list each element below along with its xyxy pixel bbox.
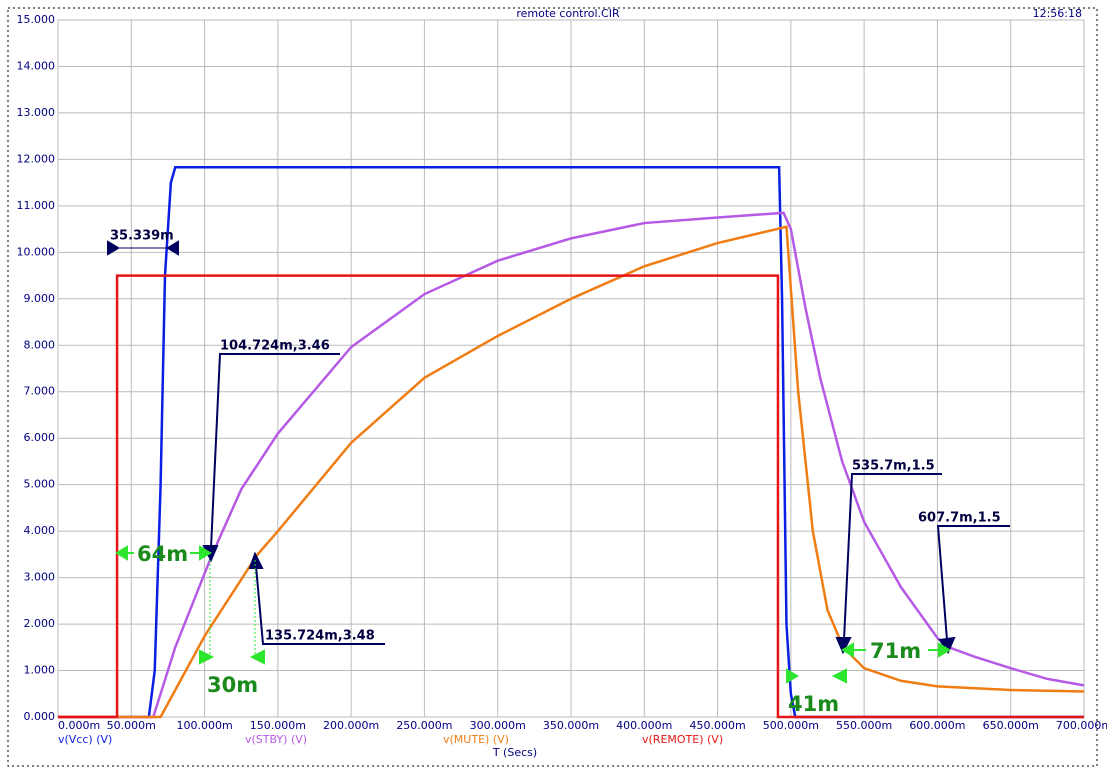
series-line	[58, 166, 1084, 719]
y-tick-label: 15.000	[17, 13, 56, 26]
annotation: 104.724m,3.46	[220, 339, 330, 354]
x-tick-label: 400.000m	[616, 719, 672, 732]
annotation: 30m	[207, 673, 258, 697]
x-tick-label: 500.000m	[763, 719, 819, 732]
x-tick-label: 450.000m	[689, 719, 745, 732]
measure-arrows	[115, 545, 951, 684]
x-tick-label: 600.000m	[909, 719, 965, 732]
legend-label: v(REMOTE) (V)	[642, 733, 723, 746]
y-tick-label: 10.000	[17, 245, 56, 258]
series-line	[58, 274, 1084, 719]
y-tick-label: 5.000	[24, 478, 56, 491]
annotation: 607.7m,1.5	[918, 511, 1001, 526]
x-tick-label: 0.000m	[58, 719, 100, 732]
y-tick-label: 12.000	[17, 152, 56, 165]
x-tick-label: 200.000m	[323, 719, 379, 732]
y-tick-label: 2.000	[24, 617, 56, 630]
time-stamp: 12:56:18	[1033, 7, 1082, 20]
y-tick-label: 9.000	[24, 292, 56, 305]
x-tick-label: 650.000m	[983, 719, 1039, 732]
x-tick-label: 150.000m	[250, 719, 306, 732]
series-line	[58, 225, 1085, 719]
legend-label: v(Vcc) (V)	[58, 733, 112, 746]
x-tick-label: 50.000m	[107, 719, 156, 732]
chart-title: remote control.CIR	[516, 7, 620, 20]
y-tick-label: 6.000	[24, 431, 56, 444]
y-tick-label: 3.000	[24, 571, 56, 584]
y-tick-label: 0.000	[24, 710, 56, 723]
x-tick-label: 700.000m	[1056, 719, 1107, 732]
x-tick-label: 250.000m	[396, 719, 452, 732]
x-tick-label: 550.000m	[836, 719, 892, 732]
annotation: 535.7m,1.5	[852, 459, 935, 474]
annotation: 35.339m	[110, 229, 174, 244]
annotation: 71m	[870, 639, 921, 663]
annotation: 64m	[137, 542, 188, 566]
y-tick-label: 8.000	[24, 338, 56, 351]
annotation: 135.724m,3.48	[265, 629, 375, 644]
y-tick-label: 1.000	[24, 664, 56, 677]
annotation: 41m	[788, 692, 839, 716]
x-tick-label: 350.000m	[543, 719, 599, 732]
y-tick-label: 14.000	[17, 59, 56, 72]
y-tick-label: 4.000	[24, 524, 56, 537]
y-tick-label: 11.000	[17, 199, 56, 212]
y-tick-label: 7.000	[24, 385, 56, 398]
annotation-arrows	[107, 240, 1010, 655]
frame	[7, 7, 1098, 767]
x-axis-label: T (Secs)	[492, 746, 537, 759]
x-tick-label: 300.000m	[470, 719, 526, 732]
legend-label: v(MUTE) (V)	[443, 733, 509, 746]
y-tick-label: 13.000	[17, 106, 56, 119]
legend-label: v(STBY) (V)	[245, 733, 307, 746]
x-tick-label: 100.000m	[176, 719, 232, 732]
